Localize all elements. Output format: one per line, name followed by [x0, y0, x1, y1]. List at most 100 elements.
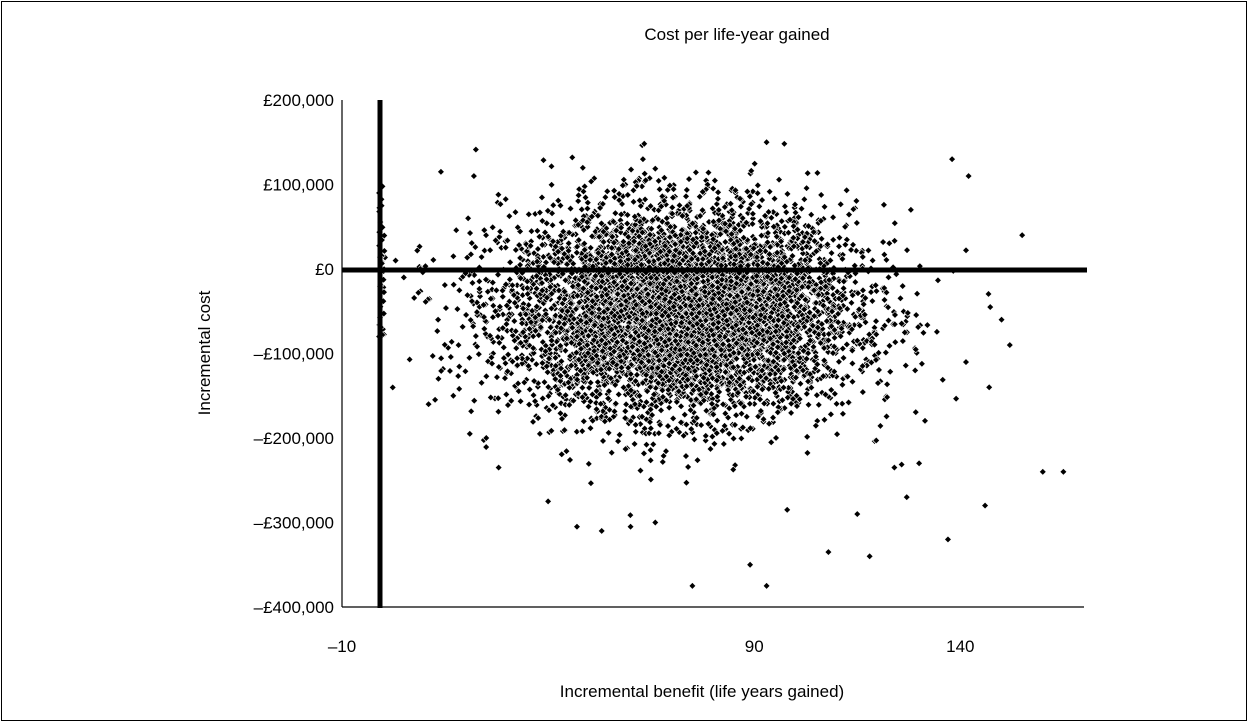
data-point	[882, 412, 891, 421]
data-point	[750, 159, 759, 168]
data-point	[853, 219, 861, 227]
data-point	[568, 153, 577, 162]
data-point	[540, 378, 549, 386]
data-point	[542, 219, 551, 228]
data-point	[530, 249, 538, 258]
data-point	[665, 431, 674, 440]
data-point	[984, 290, 993, 298]
data-point	[854, 289, 862, 297]
data-point	[579, 417, 588, 426]
data-point	[839, 354, 848, 362]
data-point	[547, 180, 556, 189]
data-point	[527, 227, 536, 235]
data-point	[911, 408, 920, 417]
data-point	[431, 395, 439, 404]
data-point	[858, 344, 867, 352]
data-point	[642, 440, 651, 449]
data-point	[820, 202, 829, 211]
data-point	[890, 219, 899, 228]
data-point	[578, 163, 587, 172]
data-point	[702, 185, 710, 194]
data-point	[453, 305, 462, 313]
data-point	[514, 379, 522, 388]
data-point	[669, 193, 677, 202]
data-point	[449, 252, 458, 261]
data-point	[756, 395, 764, 404]
data-point	[447, 338, 456, 346]
data-point	[933, 328, 941, 336]
data-point	[831, 390, 839, 398]
data-point	[833, 430, 841, 439]
data-point	[603, 187, 612, 196]
data-point	[986, 303, 995, 311]
data-point	[621, 414, 629, 422]
data-point	[623, 211, 632, 219]
data-point	[607, 448, 616, 457]
data-point	[626, 511, 635, 519]
data-point	[742, 412, 751, 421]
data-point	[775, 175, 783, 184]
data-point	[843, 340, 851, 349]
data-point	[868, 256, 877, 265]
data-point	[778, 396, 787, 404]
data-point	[682, 192, 690, 201]
data-point	[826, 256, 835, 265]
data-point	[538, 193, 546, 202]
data-point	[635, 196, 644, 205]
data-point	[569, 396, 578, 405]
data-point	[536, 430, 544, 438]
data-point	[482, 372, 491, 381]
data-point	[884, 273, 893, 282]
data-point	[566, 456, 574, 464]
data-point	[636, 466, 645, 475]
data-point	[647, 475, 655, 484]
data-point	[462, 311, 470, 319]
data-point	[614, 390, 623, 399]
data-point	[529, 391, 538, 399]
data-point	[488, 223, 497, 232]
data-point	[455, 362, 464, 371]
data-point	[848, 359, 857, 368]
data-point	[544, 383, 553, 391]
data-point	[847, 299, 856, 307]
data-point	[830, 333, 839, 342]
data-point	[763, 238, 772, 247]
data-point	[771, 388, 780, 397]
data-point	[804, 400, 813, 409]
data-point	[455, 286, 464, 295]
data-point	[475, 350, 483, 359]
data-points	[375, 138, 1068, 590]
data-point	[621, 407, 630, 416]
data-point	[446, 367, 454, 375]
data-point	[655, 185, 664, 194]
data-point	[797, 204, 806, 213]
data-point	[649, 440, 658, 449]
data-point	[586, 424, 595, 432]
data-point	[758, 196, 766, 204]
data-point	[611, 209, 620, 217]
data-point	[794, 213, 803, 221]
data-point	[660, 174, 669, 182]
data-point	[574, 197, 583, 205]
data-point	[499, 310, 507, 319]
data-point	[737, 434, 746, 443]
data-point	[835, 233, 844, 242]
data-point	[623, 219, 632, 228]
data-point	[442, 304, 450, 312]
data-point	[838, 399, 846, 408]
data-point	[838, 381, 847, 389]
data-point	[762, 222, 771, 231]
data-point	[693, 456, 702, 465]
data-point	[581, 193, 590, 202]
data-point	[687, 425, 696, 433]
data-point	[496, 227, 504, 236]
data-point	[710, 439, 719, 448]
data-point	[867, 288, 875, 296]
data-point	[780, 223, 789, 231]
data-point	[501, 243, 510, 252]
data-point	[683, 186, 691, 194]
data-point	[587, 479, 595, 488]
data-point	[912, 311, 921, 319]
data-point	[767, 438, 776, 447]
data-point	[470, 396, 479, 405]
